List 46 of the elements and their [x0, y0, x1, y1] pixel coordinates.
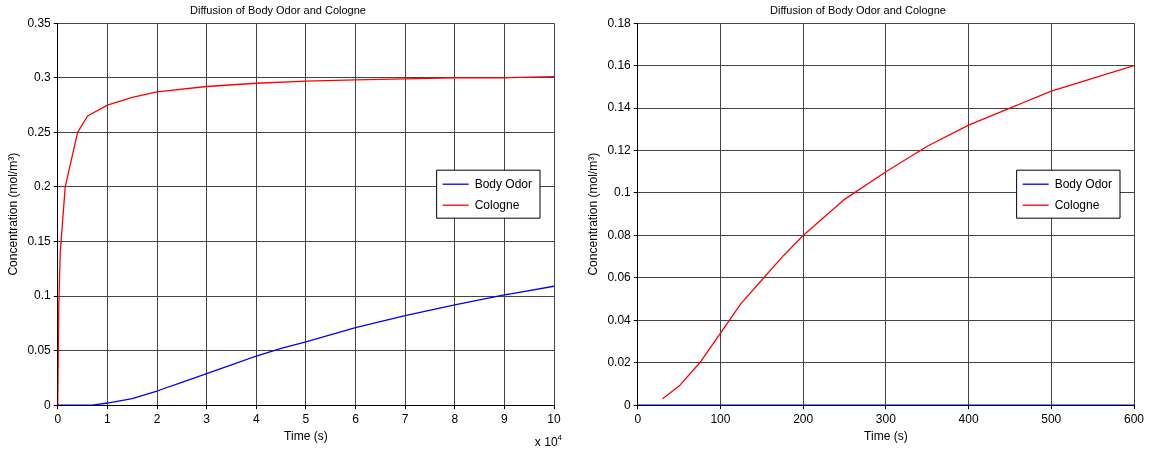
y-axis-title: Concentration (mol/m³) [5, 152, 20, 276]
x-tick-label: 400 [958, 411, 979, 426]
y-tick-label: 0 [44, 397, 52, 412]
legend-label: Cologne [474, 197, 520, 212]
x-axis-title: Time (s) [284, 429, 328, 444]
y-tick-label: 0.14 [607, 100, 632, 115]
y-tick-label: 0.3 [34, 70, 52, 85]
x-tick-label: 5 [302, 411, 310, 426]
x-tick-label: 8 [451, 411, 459, 426]
chart-title: Diffusion of Body Odor and Cologne [190, 3, 366, 16]
x-tick-label: 2 [153, 411, 161, 426]
x-tick-label: 9 [501, 411, 509, 426]
x-axis-title: Time (s) [864, 429, 908, 444]
y-tick-label: 0.04 [607, 312, 632, 327]
y-tick-label: 0.06 [607, 270, 632, 285]
y-tick-label: 0.35 [27, 15, 52, 30]
chart-title: Diffusion of Body Odor and Cologne [770, 3, 946, 16]
x-tick-label: 0 [54, 411, 62, 426]
y-tick-label: 0.15 [27, 233, 52, 248]
legend-label: Body Odor [474, 176, 533, 191]
x-tick-label: 200 [793, 411, 814, 426]
x-tick-label: 100 [710, 411, 731, 426]
x-tick-label: 4 [252, 411, 260, 426]
y-tick-label: 0 [624, 397, 632, 412]
y-tick-label: 0.18 [607, 15, 632, 30]
x-tick-label: 0 [634, 411, 642, 426]
y-tick-label: 0.2 [34, 179, 52, 194]
x-tick-label: 7 [401, 411, 409, 426]
x-tick-label: 6 [352, 411, 360, 426]
y-tick-label: 0.16 [607, 57, 632, 72]
y-tick-label: 0.02 [607, 355, 632, 370]
x-tick-label: 3 [203, 411, 211, 426]
x-tick-label: 300 [875, 411, 897, 426]
y-axis-title: Concentration (mol/m³) [585, 152, 600, 276]
y-tick-label: 0.12 [607, 142, 632, 157]
x-tick-label: 10 [547, 411, 561, 426]
legend-label: Cologne [1054, 197, 1100, 212]
x-tick-label: 1 [104, 411, 112, 426]
y-tick-label: 0.25 [27, 124, 52, 139]
x-tick-label: 500 [1041, 411, 1062, 426]
y-tick-label: 0.1 [614, 185, 632, 200]
legend-label: Body Odor [1054, 176, 1113, 191]
y-tick-label: 0.1 [34, 288, 52, 303]
y-tick-label: 0.08 [607, 227, 632, 242]
x-tick-label: 600 [1123, 411, 1145, 426]
y-tick-label: 0.05 [27, 342, 52, 357]
